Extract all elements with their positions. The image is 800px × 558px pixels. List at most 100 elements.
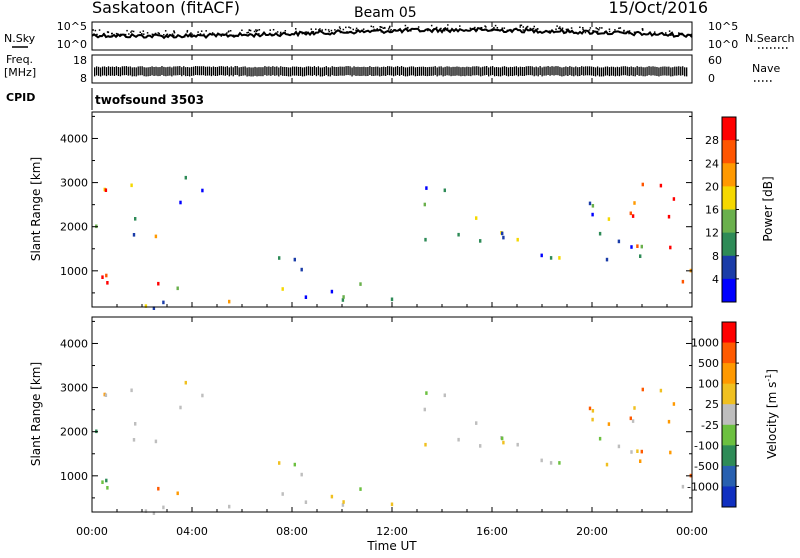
frequency-bar bbox=[648, 66, 650, 76]
y-tick-label: 2000 bbox=[60, 426, 88, 439]
velocity-cell bbox=[101, 480, 104, 484]
noise-dot bbox=[582, 28, 584, 31]
frequency-bar bbox=[529, 66, 531, 76]
frequency-bar bbox=[420, 66, 422, 76]
frequency-bar bbox=[497, 67, 500, 77]
frequency-bar bbox=[313, 66, 316, 76]
noise-dot bbox=[92, 29, 94, 31]
power-cell bbox=[672, 197, 676, 201]
noise-dot bbox=[107, 35, 110, 37]
noise-dot bbox=[312, 31, 315, 33]
frequency-bar bbox=[303, 67, 306, 77]
noise-dot bbox=[190, 35, 192, 38]
frequency-bar bbox=[515, 66, 518, 76]
frequency-bar bbox=[545, 66, 547, 76]
colorbar-tick-label: 8 bbox=[712, 250, 719, 263]
frequency-bar bbox=[119, 67, 122, 77]
noise-dot bbox=[625, 31, 628, 33]
noise-dot bbox=[536, 28, 539, 30]
velocity-cell bbox=[330, 494, 334, 499]
frequency-bar bbox=[123, 66, 125, 76]
frequency-bar bbox=[297, 66, 300, 76]
frequency-bar bbox=[185, 67, 187, 77]
noise-dot bbox=[404, 24, 407, 27]
nave-label: Nave bbox=[752, 62, 780, 75]
freq-label: Freq. bbox=[6, 53, 33, 66]
frequency-bar bbox=[266, 66, 268, 76]
velocity-cell bbox=[179, 405, 182, 410]
noise-dot bbox=[618, 27, 620, 30]
y-tick-label: 4000 bbox=[60, 132, 88, 145]
velocity-cell bbox=[144, 509, 148, 513]
frequency-bar bbox=[600, 67, 603, 77]
noise-dot bbox=[443, 29, 446, 32]
frequency-bar bbox=[286, 67, 288, 77]
frequency-bar bbox=[521, 66, 523, 76]
power-cell bbox=[228, 299, 231, 304]
noise-dot bbox=[284, 30, 287, 32]
power-cell bbox=[558, 256, 561, 260]
noise-dot bbox=[146, 32, 149, 34]
frequency-bar bbox=[571, 66, 573, 76]
frequency-bar bbox=[446, 66, 448, 76]
frequency-bar bbox=[503, 66, 506, 76]
noise-dot bbox=[491, 28, 494, 30]
noise-dot bbox=[501, 27, 504, 29]
noise-dot bbox=[339, 31, 342, 34]
frequency-bar bbox=[290, 67, 292, 77]
velocity-cell bbox=[607, 422, 611, 426]
frequency-bar bbox=[618, 67, 620, 77]
power-cell bbox=[605, 257, 609, 262]
noise-dot bbox=[570, 31, 573, 33]
frequency-bar bbox=[404, 67, 407, 77]
power-cell bbox=[144, 304, 148, 308]
velocity-cell bbox=[104, 393, 108, 397]
noise-dot bbox=[305, 31, 307, 33]
frequency-bar bbox=[311, 66, 314, 76]
noise-dot bbox=[522, 29, 525, 31]
frequency-bar bbox=[262, 67, 264, 77]
velocity-cell bbox=[641, 387, 644, 392]
frequency-bar bbox=[321, 67, 323, 77]
noise-dot bbox=[394, 29, 396, 31]
frequency-bar bbox=[147, 67, 149, 77]
colorbar-segment bbox=[722, 140, 736, 164]
frequency-bar bbox=[668, 66, 670, 76]
power-cell bbox=[667, 214, 671, 219]
noise-dot bbox=[382, 27, 385, 29]
noise-dot bbox=[130, 31, 132, 33]
noise-dot bbox=[355, 29, 357, 32]
frequency-bar bbox=[242, 66, 244, 76]
frequency-bar bbox=[414, 67, 417, 77]
colorbar-segment bbox=[722, 445, 736, 467]
noise-dot bbox=[503, 27, 506, 29]
power-cell bbox=[106, 281, 109, 285]
noise-dot bbox=[158, 32, 160, 35]
velocity-cell bbox=[443, 393, 446, 398]
power-cell bbox=[104, 188, 108, 192]
frequency-bar bbox=[355, 66, 357, 76]
noise-dot bbox=[310, 28, 313, 30]
frequency-bar bbox=[505, 66, 508, 76]
frequency-bar bbox=[654, 66, 656, 76]
colorbar-tick-label: 100 bbox=[698, 378, 719, 391]
frequency-bar bbox=[143, 67, 145, 77]
frequency-bar bbox=[299, 66, 302, 76]
noise-dot bbox=[229, 30, 232, 32]
noise-dot bbox=[227, 34, 230, 37]
colorbar-tick-label: 500 bbox=[698, 357, 719, 370]
colorbar-segment bbox=[722, 363, 736, 385]
noise-dot bbox=[143, 33, 145, 35]
frequency-bar bbox=[630, 66, 632, 76]
frequency-bar bbox=[424, 66, 426, 76]
noise-dot bbox=[519, 24, 522, 27]
frequency-bar bbox=[323, 66, 325, 76]
power-cell bbox=[105, 273, 108, 278]
noise-dot bbox=[383, 26, 386, 29]
velocity-cell bbox=[588, 406, 592, 411]
noise-dot bbox=[164, 30, 167, 32]
frequency-bar bbox=[246, 67, 248, 77]
noise-dot bbox=[473, 28, 475, 30]
frequency-bar bbox=[422, 66, 424, 76]
noise-dot bbox=[258, 29, 261, 31]
